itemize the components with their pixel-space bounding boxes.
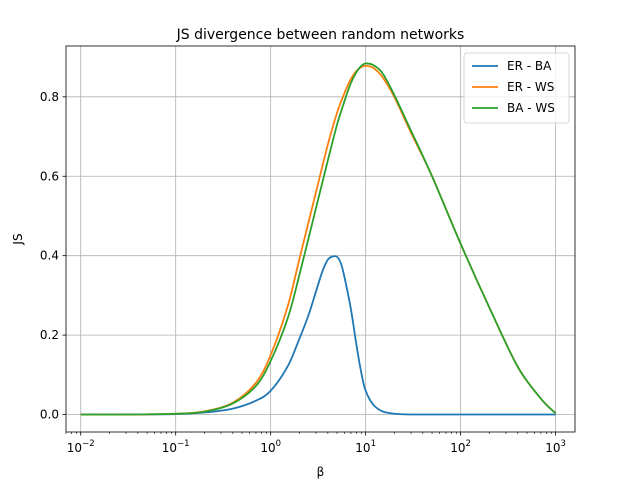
- y-tick-label: 0.0: [40, 408, 59, 422]
- plot-frame: [65, 45, 576, 433]
- x-tick-label: 10−2: [67, 439, 95, 455]
- legend-box: [463, 52, 570, 124]
- x-tick-label: 101: [355, 439, 376, 455]
- legend: ER - BA ER - WS BA - WS: [463, 52, 570, 124]
- x-tick-label: 103: [545, 439, 566, 455]
- x-axis-label: β: [317, 465, 325, 479]
- x-tick-label: 102: [450, 439, 471, 455]
- chart-title: JS divergence between random networks: [176, 27, 465, 43]
- x-tick-label: 100: [260, 439, 281, 455]
- y-tick-label: 0.2: [40, 328, 59, 342]
- x-tick-label: 10−1: [162, 439, 190, 455]
- y-tick-label: 0.6: [40, 169, 59, 183]
- y-tick-label: 0.4: [40, 249, 59, 263]
- x-axis: 10−2 10−1 100 101 102 103: [65, 432, 566, 455]
- series-line-ba-ws: [80, 62, 557, 416]
- legend-label: BA - WS: [507, 101, 555, 115]
- y-tick-label: 0.8: [40, 90, 59, 104]
- series-line-er-ba: [80, 255, 556, 416]
- legend-label: ER - BA: [507, 59, 552, 73]
- series-layer: [80, 62, 557, 416]
- y-axis: 0.0 0.2 0.4 0.6 0.8: [40, 90, 66, 422]
- y-axis-label: JS: [11, 233, 25, 245]
- legend-label: ER - WS: [507, 80, 554, 94]
